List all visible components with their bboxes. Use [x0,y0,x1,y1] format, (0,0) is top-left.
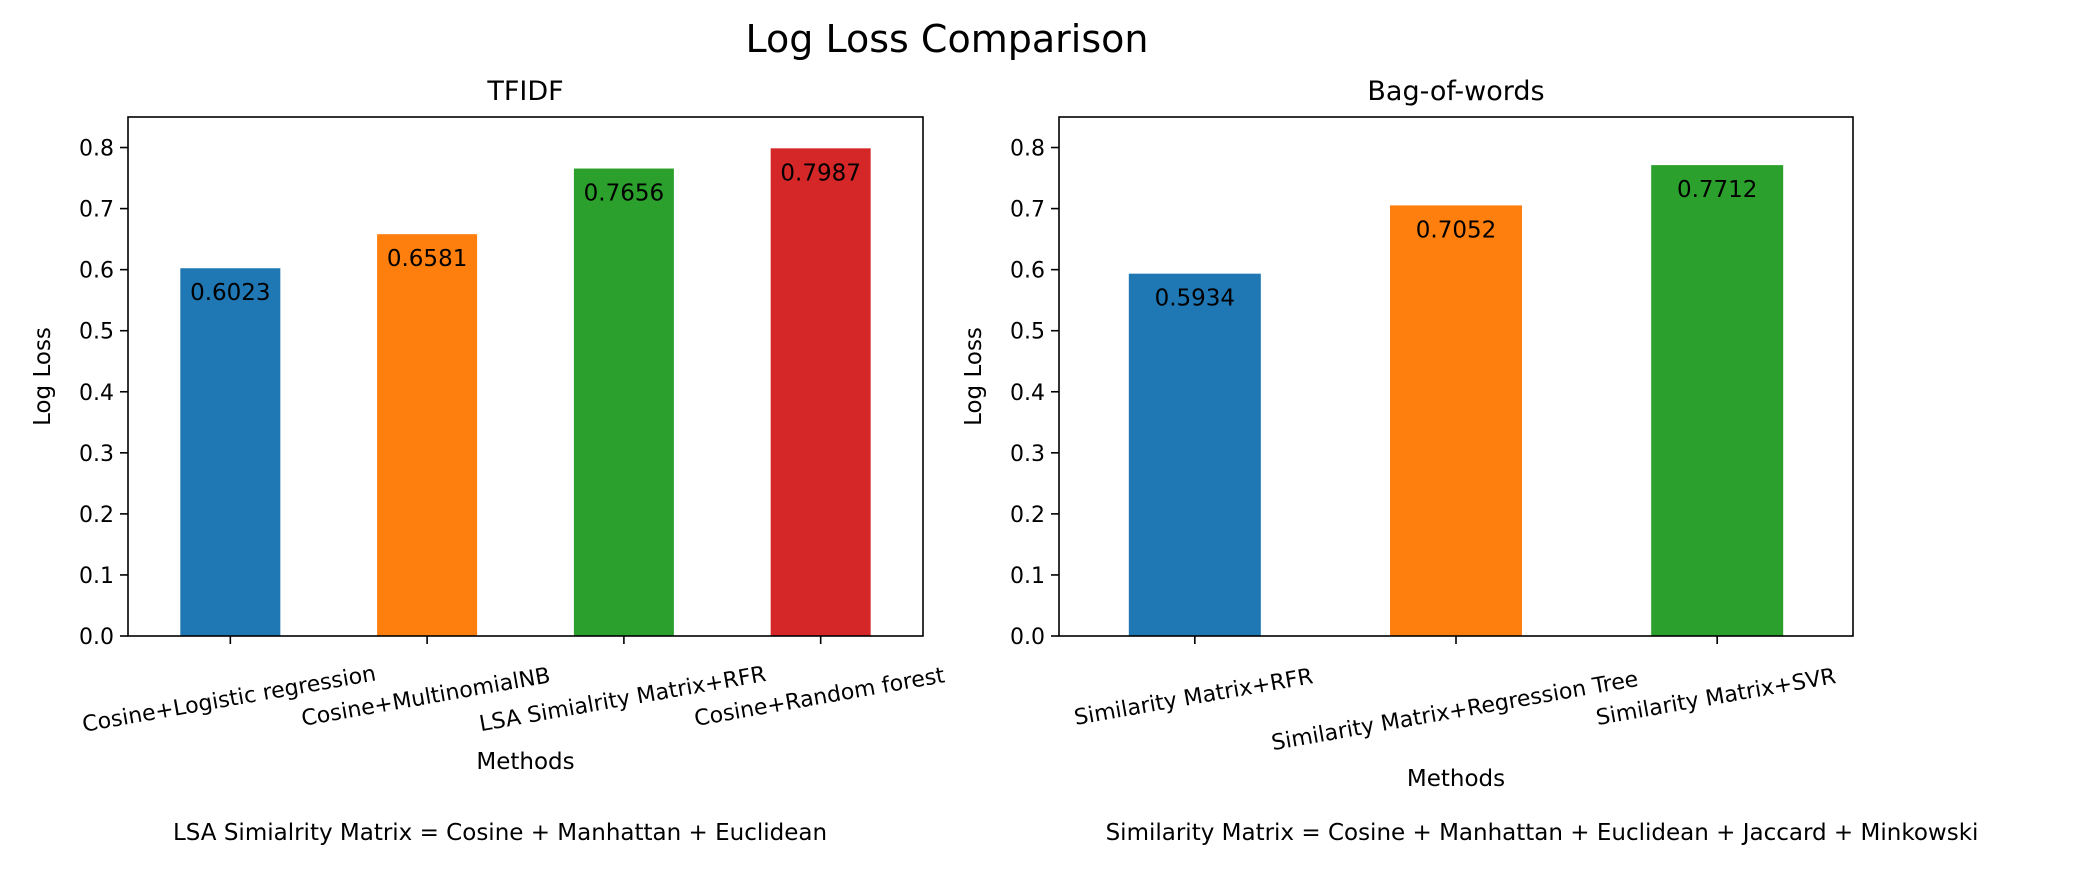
y-tick-label: 0.2 [79,503,114,528]
y-tick-label: 0.0 [1010,625,1045,650]
data-label: 0.7712 [1677,177,1757,203]
y-axis-label: Log Loss [961,327,987,426]
bar [771,148,871,636]
bar [1129,274,1261,636]
x-axis-label: Methods [1407,766,1505,792]
y-axis-label: Log Loss [30,327,56,426]
subplot-title: Bag-of-words [1367,76,1544,107]
subplot-1: Bag-of-words 0.5934 0.7052 0.7712 0.0 0.1 0.2 0… [961,76,1978,846]
bar [180,268,280,636]
x-axis-label: Methods [476,749,574,775]
footnote: Similarity Matrix = Cosine + Manhattan +… [1106,820,1979,846]
data-label: 0.6581 [387,246,467,272]
y-tick-label: 0.3 [79,442,114,467]
data-label: 0.6023 [190,280,270,306]
y-tick-label: 0.0 [79,625,114,650]
y-tick-label: 0.2 [1010,503,1045,528]
data-label: 0.7987 [780,160,860,186]
y-tick-label: 0.5 [79,320,114,345]
figure-title: Log Loss Comparison [746,17,1149,61]
data-label: 0.5934 [1155,286,1235,312]
y-tick-label: 0.7 [1010,198,1045,223]
y-tick-label: 0.8 [79,137,114,162]
footnote: LSA Simialrity Matrix = Cosine + Manhatt… [173,820,827,846]
subplot-title: TFIDF [486,76,563,107]
bar [377,234,477,636]
bar [1390,205,1522,636]
x-tick-label: Similarity Matrix+RFR [1072,664,1315,731]
y-tick-label: 0.4 [1010,381,1045,406]
y-tick-label: 0.4 [79,381,114,406]
y-tick-label: 0.8 [1010,137,1045,162]
bar [574,169,674,636]
y-tick-label: 0.7 [79,198,114,223]
bar [1651,165,1783,636]
data-label: 0.7656 [584,181,664,207]
y-tick-label: 0.6 [79,259,114,284]
y-tick-label: 0.5 [1010,320,1045,345]
data-label: 0.7052 [1416,217,1496,243]
y-tick-label: 0.3 [1010,442,1045,467]
subplot-0: TFIDF 0.6023 0.6581 0.7656 0.7987 0.0 0.1 0.2 0.… [30,76,947,846]
x-tick-label: Similarity Matrix+Regression Tree [1270,667,1641,756]
y-tick-label: 0.1 [1010,564,1045,589]
y-tick-label: 0.1 [79,564,114,589]
y-tick-label: 0.6 [1010,259,1045,284]
